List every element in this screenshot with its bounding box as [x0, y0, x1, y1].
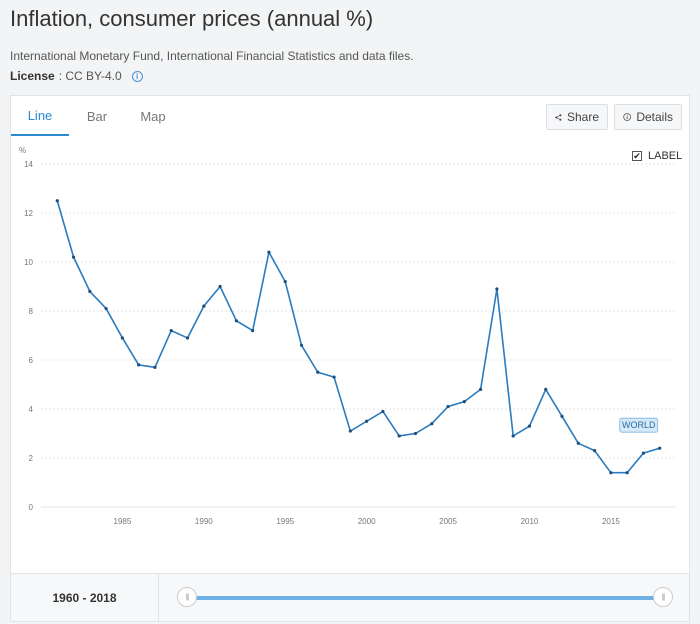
range-slider-track[interactable] [187, 596, 663, 600]
data-point [251, 329, 255, 333]
data-point [316, 370, 320, 374]
data-point [299, 343, 304, 347]
label-toggle-text: LABEL [648, 150, 683, 162]
license-value: : CC BY-4.0 [58, 69, 122, 83]
label-toggle[interactable]: ✔ LABEL [632, 150, 682, 162]
range-slider-start-handle[interactable]: ||| [177, 587, 197, 607]
series-line [56, 200, 660, 474]
data-point [137, 363, 141, 367]
data-point [592, 449, 597, 453]
data-point [88, 289, 92, 293]
y-tick-label: 4 [29, 405, 34, 414]
data-point [381, 409, 385, 414]
data-point [348, 429, 352, 433]
data-point [365, 419, 369, 423]
y-tick-label: 0 [29, 503, 34, 512]
data-point [120, 336, 125, 340]
page-title: Inflation, consumer prices (annual %) [10, 6, 374, 31]
series-label-box [619, 417, 659, 433]
tab-line[interactable]: Line [11, 96, 69, 136]
x-tick-label: 2005 [439, 517, 457, 526]
data-point [202, 304, 206, 308]
data-point [462, 400, 466, 404]
data-point [430, 422, 434, 426]
tab-map[interactable]: Map [140, 108, 166, 124]
x-tick-label: 2000 [358, 517, 376, 526]
info-icon[interactable]: i [131, 70, 143, 82]
data-point [332, 375, 336, 379]
data-point [609, 471, 613, 475]
y-tick-label: 2 [29, 454, 34, 463]
license-line: License : CC BY-4.0 i [10, 69, 143, 83]
data-point [544, 387, 548, 391]
data-point [218, 284, 222, 289]
data-point [185, 336, 190, 340]
series-label: WORLD [622, 420, 656, 430]
data-point [234, 319, 238, 323]
details-button[interactable]: Details [614, 104, 682, 130]
y-tick-label: 14 [24, 160, 33, 169]
range-slider-end-handle[interactable]: ||| [653, 587, 673, 607]
data-point [104, 306, 108, 311]
x-tick-label: 1990 [195, 517, 213, 526]
data-point [511, 434, 515, 438]
y-tick-label: 6 [29, 356, 34, 365]
range-label: 1960 - 2018 [11, 574, 159, 622]
y-tick-label: 12 [24, 209, 33, 218]
x-tick-label: 1985 [114, 517, 132, 526]
y-axis-label: % [19, 146, 26, 155]
x-tick-label: 2015 [602, 517, 620, 526]
line-chart: % 0 2 4 6 8 10 12 14 1985 1990 1995 2000 2005 2010 2015… [19, 146, 676, 526]
tab-bar[interactable]: Bar [86, 108, 108, 124]
range-footer: 1960 - 2018 ||| ||| [11, 573, 689, 622]
data-point [446, 404, 450, 409]
share-button[interactable]: Share [546, 104, 608, 130]
data-point [560, 414, 564, 418]
data-point [267, 250, 271, 254]
data-point [153, 365, 157, 369]
x-tick-label: 1995 [276, 517, 294, 526]
share-icon [555, 113, 562, 121]
chart-panel: Line Bar Map Share Details ✔ LABEL % 0 2 4 6… [10, 95, 690, 622]
x-tick-label: 2010 [521, 517, 539, 526]
data-point [658, 446, 662, 450]
data-point [479, 387, 483, 391]
data-point [576, 441, 580, 445]
label-checkbox[interactable]: ✔ [632, 151, 642, 161]
data-point [397, 434, 401, 438]
data-point [169, 329, 173, 333]
details-label: Details [636, 110, 673, 124]
data-point [641, 451, 646, 455]
data-point [413, 431, 418, 436]
data-point [625, 471, 629, 475]
info-circle-icon [623, 113, 631, 121]
data-point [55, 199, 59, 203]
chart-tabs: Line Bar Map [11, 96, 181, 136]
data-point [495, 287, 499, 291]
data-point [527, 424, 532, 428]
data-point [71, 255, 76, 259]
share-label: Share [566, 110, 599, 124]
source-text: International Monetary Fund, Internation… [10, 49, 414, 63]
y-tick-label: 8 [29, 307, 34, 316]
license-label: License [10, 69, 55, 83]
data-point [283, 280, 287, 284]
y-tick-label: 10 [24, 258, 33, 267]
